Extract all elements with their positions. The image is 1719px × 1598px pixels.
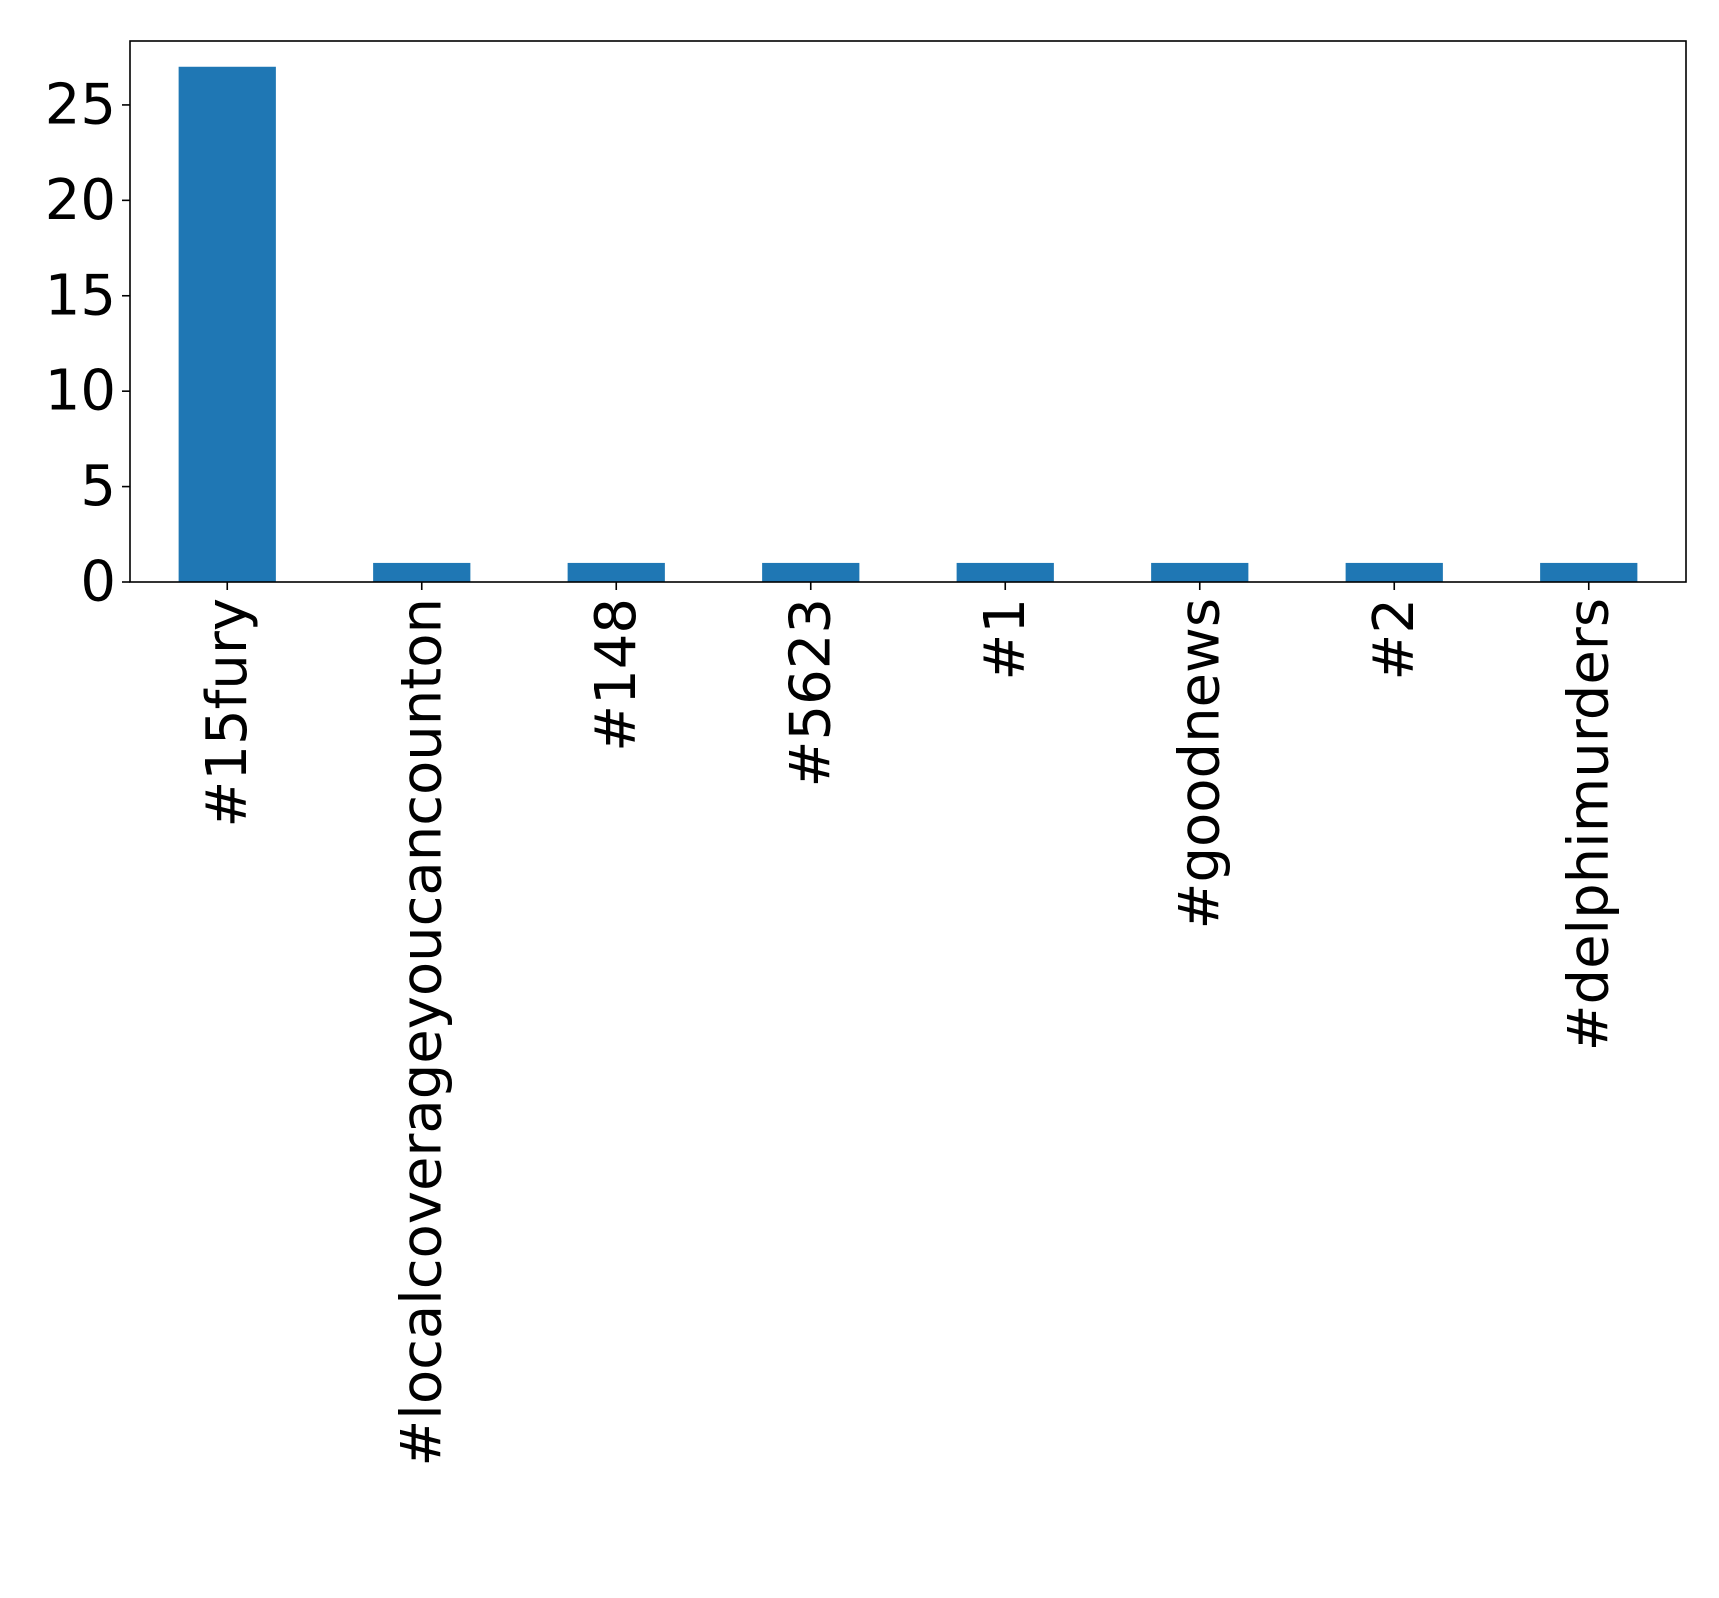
x-tick-label: #5623 [778,598,843,787]
plot-frame [129,40,1687,583]
bar-7 [1540,562,1638,582]
x-axis: #15fury #localcoverageyoucancounton #148 #5… [195,582,1621,1467]
x-tick-label: #148 [584,598,649,752]
bar-1 [373,562,471,582]
y-tick-label: 25 [45,72,116,137]
x-tick-label: #2 [1362,598,1427,681]
bar-2 [567,562,665,582]
bar-5 [1151,562,1249,582]
x-tick-label: #15fury [195,598,260,828]
bar-6 [1345,562,1443,582]
x-tick-label: #1 [973,598,1038,681]
x-tick-label: #delphimurders [1556,598,1621,1051]
y-tick-label: 0 [80,550,116,615]
bar-4 [956,562,1054,582]
y-tick-label: 15 [45,263,116,328]
y-tick-label: 5 [80,454,116,519]
bar-3 [762,562,860,582]
y-tick-label: 20 [45,168,116,233]
x-tick-label: #localcoverageyoucancounton [389,598,454,1467]
y-tick-label: 10 [45,359,116,424]
y-axis: 0 5 10 15 20 25 [45,72,130,615]
bar-0 [178,66,276,582]
bars-layer [178,66,1638,582]
x-tick-label: #goodnews [1167,598,1232,929]
